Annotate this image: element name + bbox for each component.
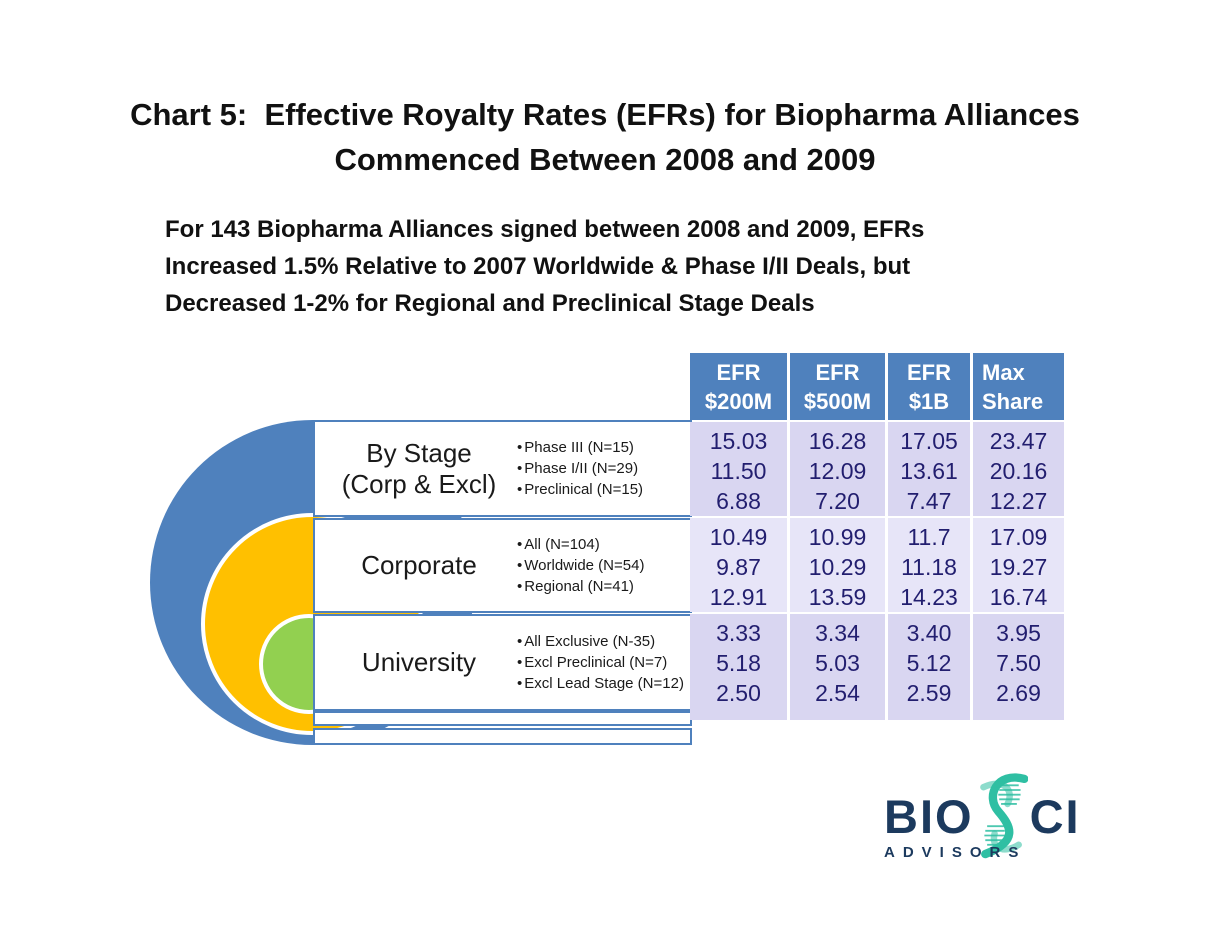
bullet-item: Worldwide (N=54) <box>517 555 690 576</box>
value: 12.27 <box>989 488 1048 514</box>
bullet-item: Phase I/II (N=29) <box>517 458 690 479</box>
row-group-by-stage: By Stage (Corp & Excl) Phase III (N=15) … <box>313 420 692 517</box>
value: 13.59 <box>808 584 867 610</box>
table-cell-block: 16.28 12.09 7.20 <box>790 422 885 516</box>
value: 2.69 <box>996 680 1041 706</box>
table-column-efr-500m: EFR $500M 16.28 12.09 7.20 10.99 10.29 1… <box>790 353 885 720</box>
table-cell-block: 10.49 9.87 12.91 <box>690 518 787 612</box>
value: 7.47 <box>906 488 952 514</box>
value: 2.50 <box>716 680 761 706</box>
value: 14.23 <box>900 584 958 610</box>
value: 3.40 <box>906 620 952 646</box>
value: 11.7 <box>907 524 951 550</box>
table-cell-block: 23.47 20.16 12.27 <box>973 422 1064 516</box>
value: 19.27 <box>989 554 1048 580</box>
value: 17.09 <box>989 524 1048 550</box>
chart-subtitle: For 143 Biopharma Alliances signed betwe… <box>165 216 925 317</box>
table-column-max-share: Max Share 23.47 20.16 12.27 17.09 19.27 … <box>973 353 1064 720</box>
value: 20.16 <box>989 458 1048 484</box>
logo-text-bio: BIO <box>884 790 974 843</box>
value: 10.49 <box>709 524 768 550</box>
value: 2.54 <box>815 680 860 706</box>
row-bullets: All Exclusive (N-35) Excl Preclinical (N… <box>517 631 690 694</box>
value: 2.59 <box>906 680 952 706</box>
row-label: Corporate <box>361 550 477 580</box>
table-cell-block: 3.34 5.03 2.54 <box>790 614 885 720</box>
bullet-item: Preclinical (N=15) <box>517 479 690 500</box>
table-cell-block: 10.99 10.29 13.59 <box>790 518 885 612</box>
value: 16.74 <box>989 584 1048 610</box>
bullet-item: Excl Lead Stage (N=12) <box>517 673 690 694</box>
value: 9.87 <box>716 554 761 580</box>
value: 12.09 <box>808 458 867 484</box>
column-header: EFR $500M <box>790 353 885 420</box>
table-cell-block: 17.05 13.61 7.47 <box>888 422 970 516</box>
dna-helix-icon <box>979 773 1028 859</box>
row-bullets: Phase III (N=15) Phase I/II (N=29) Precl… <box>517 437 690 500</box>
value: 23.47 <box>989 428 1048 454</box>
efr-table: EFR $200M 15.03 11.50 6.88 10.49 9.87 12… <box>690 353 1064 720</box>
table-cell-block: 3.40 5.12 2.59 <box>888 614 970 720</box>
value: 15.03 <box>709 428 768 454</box>
logo-wordmark: BIO CI <box>884 773 1081 859</box>
value: 12.91 <box>709 584 768 610</box>
value: 11.18 <box>901 554 957 580</box>
value: 5.03 <box>815 650 860 676</box>
value: 7.20 <box>815 488 860 514</box>
value: 3.33 <box>716 620 761 646</box>
empty-strip <box>313 711 692 726</box>
bullet-item: All Exclusive (N-35) <box>517 631 690 652</box>
table-cell-block: 15.03 11.50 6.88 <box>690 422 787 516</box>
value: 11.50 <box>710 458 767 484</box>
chart-title: Chart 5: Effective Royalty Rates (EFRs) … <box>130 97 1080 177</box>
column-header: EFR $200M <box>690 353 787 420</box>
logo-subtext: ADVISORS <box>884 844 1027 861</box>
table-cell-block: 3.95 7.50 2.69 <box>973 614 1064 720</box>
bullet-item: Phase III (N=15) <box>517 437 690 458</box>
row-bullets: All (N=104) Worldwide (N=54) Regional (N… <box>517 534 690 597</box>
value: 10.99 <box>808 524 867 550</box>
column-header: Max Share <box>973 353 1064 420</box>
value: 6.88 <box>716 488 761 514</box>
value: 5.12 <box>906 650 952 676</box>
value: 7.50 <box>996 650 1041 676</box>
empty-strip <box>313 728 692 745</box>
value: 16.28 <box>808 428 867 454</box>
value: 5.18 <box>716 650 761 676</box>
value: 3.34 <box>815 620 860 646</box>
bullet-item: Excl Preclinical (N=7) <box>517 652 690 673</box>
column-header: EFR $1B <box>888 353 970 420</box>
table-column-efr-1b: EFR $1B 17.05 13.61 7.47 11.7 11.18 14.2… <box>888 353 970 720</box>
table-column-efr-200m: EFR $200M 15.03 11.50 6.88 10.49 9.87 12… <box>690 353 787 720</box>
table-cell-block: 11.7 11.18 14.23 <box>888 518 970 612</box>
row-group-corporate: Corporate All (N=104) Worldwide (N=54) R… <box>313 518 692 613</box>
value: 13.61 <box>900 458 958 484</box>
biosci-logo: BIO CI ADVISORS <box>884 773 1081 861</box>
table-cell-block: 17.09 19.27 16.74 <box>973 518 1064 612</box>
row-label: By Stage (Corp & Excl) <box>341 437 497 499</box>
bullet-item: Regional (N=41) <box>517 576 690 597</box>
table-cell-block: 3.33 5.18 2.50 <box>690 614 787 720</box>
value: 3.95 <box>996 620 1041 646</box>
row-group-university: University All Exclusive (N-35) Excl Pre… <box>313 614 692 711</box>
logo-text-ci: CI <box>1029 790 1081 843</box>
value: 17.05 <box>900 428 958 454</box>
value: 10.29 <box>808 554 867 580</box>
bullet-item: All (N=104) <box>517 534 690 555</box>
row-label: University <box>361 647 477 677</box>
